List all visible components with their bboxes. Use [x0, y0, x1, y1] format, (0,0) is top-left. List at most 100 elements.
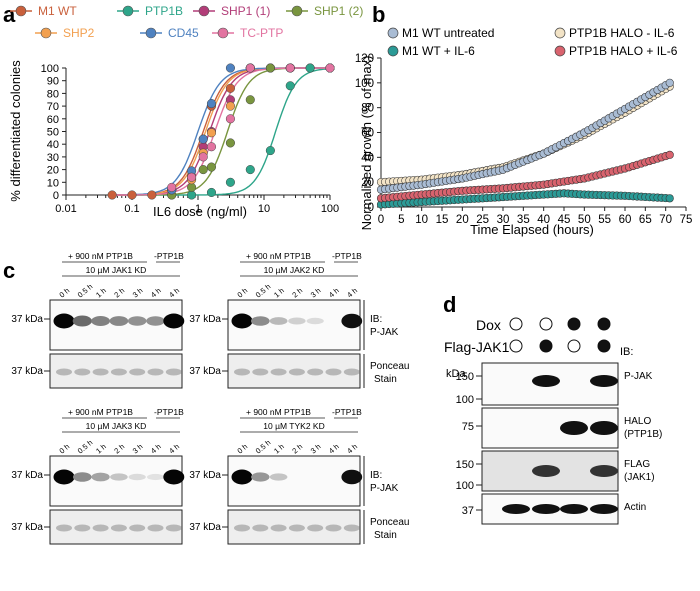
blot-lane-label: 4 h: [149, 442, 163, 456]
blot-kda-marker: 37 kDa: [189, 314, 221, 325]
panel-a-data-point: [245, 95, 255, 105]
panel-d-letter: d: [443, 292, 456, 317]
panel-b-xtick-label: 10: [415, 214, 428, 226]
panel-b-xtick-label: 70: [659, 214, 672, 226]
blot-lane-label: 0.5 h: [76, 438, 95, 456]
panel-d-band: [532, 465, 560, 477]
panel-a-legend-label: SHP1 (2): [314, 4, 363, 18]
panel-a-ytick-label: 30: [47, 152, 59, 164]
blot-lane-label: 0 h: [236, 286, 250, 300]
blot-band: [341, 469, 363, 485]
blot-ponceau-band: [129, 524, 146, 532]
blot-lane-label: 0 h: [236, 442, 250, 456]
blot-lane-label: 0.5 h: [254, 438, 273, 456]
panel-a-data-point: [167, 182, 177, 192]
panel-a-ytick-label: 70: [47, 101, 59, 113]
panel-d-kda-marker: 37: [462, 505, 474, 517]
blot-lane-label: 2 h: [112, 442, 126, 456]
blot-band: [269, 317, 288, 325]
panel-d-band: [590, 375, 618, 387]
panel-a-data-point: [245, 165, 255, 175]
blot-lane-label: 1 h: [272, 442, 286, 456]
blot-lane-label: 4 h: [167, 442, 181, 456]
blot-band: [128, 473, 146, 481]
panel-a-data-point: [225, 83, 235, 93]
panel-b-letter: b: [372, 2, 385, 27]
panel-a-ytick-label: 10: [47, 177, 59, 189]
panel-a-data-point: [206, 142, 217, 152]
blot-ponceau-band: [252, 368, 269, 376]
panel-b-xtick-label: 55: [598, 214, 611, 226]
panel-c-blots: + 900 nM PTP1B -PTP1B 10 µM JAK1 KD 0 h 0.5 …: [11, 251, 409, 545]
panel-d-flag-label: Flag-JAK1: [444, 339, 510, 355]
blot-kda-marker-2: 37 kDa: [11, 366, 43, 377]
panel-b-xtick-label: 75: [680, 214, 693, 226]
blot-lane-label: 4 h: [345, 442, 359, 456]
panel-b-xtick-label: 65: [639, 214, 652, 226]
blot-ponceau-label: Ponceau: [370, 517, 409, 528]
panel-d-ib-target: FLAG: [624, 459, 650, 470]
panel-a-data-point: [187, 182, 197, 192]
blot-ponceau-band: [56, 368, 72, 376]
panel-a-ytick-label: 100: [41, 63, 59, 75]
blot-lane-label: 0.5 h: [76, 282, 95, 300]
panel-d-kda-marker: 100: [456, 480, 474, 492]
blot-ponceau-band: [252, 524, 269, 532]
blot-ib-label: IB:: [370, 470, 382, 481]
blot-kd-label: 10 µM TYK2 KD: [263, 421, 324, 431]
blot-kd-label: 10 µM JAK1 KD: [86, 265, 147, 275]
blot-lane-label: 2 h: [290, 442, 304, 456]
blot-lane-label: 4 h: [327, 442, 341, 456]
panel-b-xtick-label: 5: [398, 214, 404, 226]
blot-lane-label: 4 h: [149, 286, 163, 300]
panel-b-ytick-label: 40: [361, 152, 374, 164]
blot-ib-target: P-JAK: [370, 327, 399, 338]
panel-d-ib-target: HALO: [624, 416, 651, 427]
blot-lane-label: 3 h: [131, 442, 145, 456]
blot-band: [341, 313, 363, 329]
panel-a-data-point: [265, 63, 275, 73]
blot-band: [251, 472, 270, 482]
panel-d-band: [502, 504, 530, 514]
panel-a-data-point: [285, 81, 295, 91]
blot-ponceau-band: [307, 368, 324, 376]
blot-band: [231, 313, 253, 329]
panel-a-xtick-label: 10: [258, 203, 270, 215]
panel-b-legend-label: PTP1B HALO + IL-6: [569, 44, 678, 58]
blot-lane-label: 4 h: [167, 286, 181, 300]
blot-lane-label: 1 h: [272, 286, 286, 300]
blot-ponceau-band: [234, 368, 250, 376]
panel-b-xtick-label: 40: [537, 214, 550, 226]
panel-d-treatment-circles: [509, 317, 611, 353]
dox-circle: [567, 317, 581, 331]
panel-a-legend-marker: [15, 5, 27, 17]
blot-kda-marker-2: 37 kDa: [11, 522, 43, 533]
blot-band: [91, 315, 110, 327]
panel-b-xtick-label: 20: [456, 214, 469, 226]
blot-ib-label: IB:: [370, 314, 382, 325]
panel-a-fit-curve: [112, 67, 330, 196]
panel-a-data-point: [245, 63, 255, 73]
panel-b-ytick-label: 100: [355, 78, 374, 90]
blot-kda-marker: 37 kDa: [11, 314, 43, 325]
blot-control-label: -PTP1B: [154, 407, 184, 417]
panel-b-ytick-label: 60: [361, 128, 374, 140]
panel-d-kda-marker: 75: [462, 421, 474, 433]
blot-treatment-label: + 900 nM PTP1B: [246, 407, 311, 417]
panel-a-data-point: [206, 128, 217, 138]
blot-ponceau-band: [74, 524, 91, 532]
blot-lane-label: 1 h: [94, 286, 108, 300]
panel-b-legend-label: PTP1B HALO - IL-6: [569, 26, 675, 40]
panel-d-ib-target-2: (PTP1B): [624, 429, 662, 440]
panel-a-data-point: [206, 162, 217, 172]
blot-lane-label: 3 h: [309, 442, 323, 456]
panel-a-xlabel: IL6 dose (ng/ml): [153, 204, 247, 219]
blot-lane-label: 4 h: [345, 286, 359, 300]
panel-a: a M1 WT PTP1B SHP1 (1) SHP1 (2) SHP2 CD45 TC-P…: [3, 2, 363, 219]
panel-a-data-point: [206, 187, 217, 198]
blot-band: [146, 316, 165, 326]
panel-a-curves: [112, 67, 331, 196]
blot-ponceau-band: [92, 368, 109, 376]
blot-band: [231, 469, 253, 485]
